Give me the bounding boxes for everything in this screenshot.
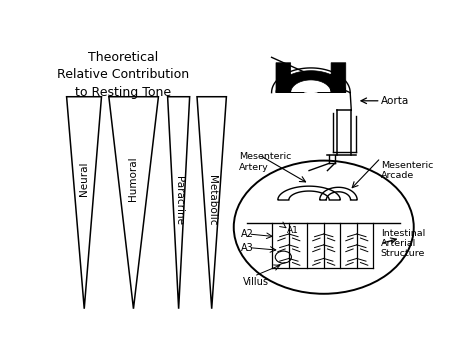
Text: Humoral: Humoral (128, 156, 138, 201)
Text: Paracrine: Paracrine (173, 175, 183, 225)
Text: Theoretical: Theoretical (89, 50, 159, 64)
Text: Mesenteric
Arcade: Mesenteric Arcade (381, 161, 433, 180)
Text: Intestinal
Arterial
Structure: Intestinal Arterial Structure (381, 229, 425, 258)
Text: to Resting Tone: to Resting Tone (75, 86, 172, 99)
Text: A3: A3 (241, 243, 254, 253)
Polygon shape (276, 63, 346, 92)
Text: Mesenteric
Artery: Mesenteric Artery (239, 152, 292, 172)
Text: Neural: Neural (79, 161, 89, 196)
Text: Villus: Villus (243, 277, 269, 287)
Text: A2: A2 (241, 229, 254, 239)
Text: A1: A1 (287, 226, 299, 235)
Text: Relative Contribution: Relative Contribution (57, 68, 190, 81)
Polygon shape (304, 89, 318, 94)
Text: Aorta: Aorta (381, 96, 409, 106)
Text: Metabolic: Metabolic (207, 175, 217, 225)
